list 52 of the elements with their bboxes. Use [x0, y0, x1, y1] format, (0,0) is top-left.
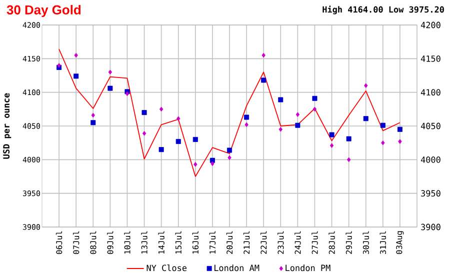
y2-tick-label: 4000	[420, 156, 440, 163]
point	[380, 122, 386, 128]
point	[398, 139, 402, 144]
point	[142, 131, 146, 136]
point	[159, 106, 164, 112]
point	[176, 138, 181, 144]
point	[244, 114, 250, 120]
point	[262, 52, 266, 58]
point	[244, 122, 248, 128]
point	[74, 52, 78, 58]
point	[227, 148, 232, 153]
point	[158, 147, 164, 152]
text: High 4164.00 Low 3975.20	[322, 6, 444, 14]
point	[330, 143, 334, 148]
point	[295, 122, 300, 128]
point	[312, 106, 317, 112]
chart-title: 30 Day Gold	[6, 4, 81, 18]
y2-tick-label: 4050	[420, 122, 440, 130]
point	[108, 70, 112, 75]
point	[228, 155, 232, 160]
point	[329, 132, 334, 138]
point	[210, 158, 215, 163]
point	[74, 74, 79, 79]
point	[91, 112, 95, 118]
point	[90, 120, 96, 126]
point	[363, 116, 368, 122]
point	[210, 161, 214, 166]
point	[278, 126, 282, 132]
point	[278, 97, 284, 102]
y2-tick-label: 3950	[421, 190, 440, 197]
y2-tick-label: 4200	[420, 22, 440, 28]
point	[397, 126, 402, 132]
point	[194, 162, 198, 167]
point	[381, 140, 385, 146]
point	[346, 136, 352, 142]
point	[296, 112, 300, 117]
legend-label: London PM	[286, 264, 330, 272]
line-series	[58, 48, 400, 177]
point	[142, 110, 147, 116]
point	[346, 157, 351, 162]
y2-tick-label: 3900	[421, 224, 440, 230]
legend-label: London AM	[214, 264, 260, 272]
y2-tick-label: 4150	[420, 55, 440, 62]
y2-tick-label: 4100	[420, 89, 440, 96]
legend-label: NY Close	[146, 264, 187, 272]
y-axis-title: USD per ounce	[3, 93, 12, 159]
point	[108, 86, 113, 91]
point	[192, 136, 198, 142]
point	[176, 116, 180, 121]
point	[312, 96, 318, 101]
point	[364, 83, 368, 88]
point	[261, 78, 266, 83]
